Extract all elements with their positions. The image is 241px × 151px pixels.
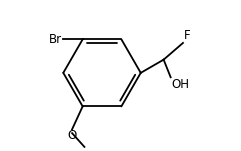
Text: Br: Br <box>49 33 62 46</box>
Text: O: O <box>67 129 77 142</box>
Text: OH: OH <box>172 78 189 91</box>
Text: F: F <box>184 29 190 42</box>
